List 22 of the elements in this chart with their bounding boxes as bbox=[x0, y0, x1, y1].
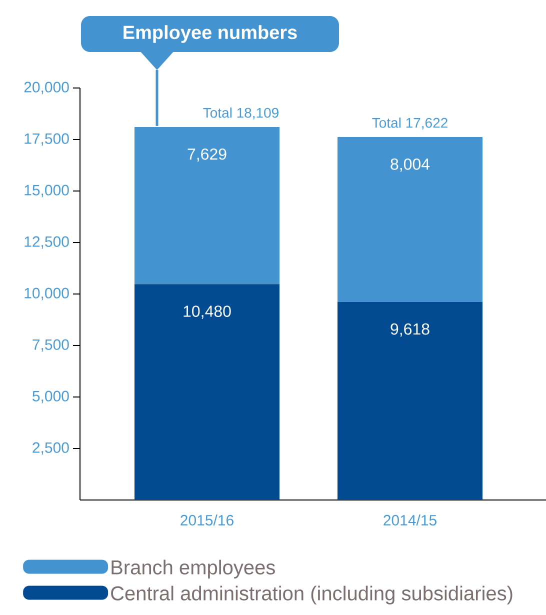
chart-title: Employee numbers bbox=[124, 25, 297, 43]
y-tick-label: 12,500 bbox=[24, 236, 69, 249]
y-tick-label: 15,000 bbox=[24, 184, 69, 198]
y-tick-label: 20,000 bbox=[24, 82, 69, 94]
bar bbox=[134, 284, 280, 500]
data-label: 7,629 bbox=[188, 148, 226, 162]
y-tick-label: 7,500 bbox=[32, 339, 69, 352]
y-tick-label: 2,500 bbox=[32, 442, 69, 455]
legend-label: Branch employees bbox=[112, 560, 275, 578]
total-label: Total 18,109 bbox=[203, 107, 278, 120]
y-tick-label: 17,500 bbox=[24, 133, 69, 146]
bar bbox=[338, 136, 482, 302]
bar bbox=[338, 302, 482, 500]
x-tick-label: 2014/15 bbox=[384, 514, 436, 526]
data-label: 10,480 bbox=[184, 306, 231, 319]
total-label: Total 17,622 bbox=[372, 118, 448, 130]
data-label: 9,618 bbox=[390, 323, 430, 337]
x-tick-label: 2015/16 bbox=[180, 514, 234, 526]
y-tick-label: 10,000 bbox=[24, 288, 69, 300]
data-label: 8,004 bbox=[390, 158, 430, 172]
y-tick-label: 5,000 bbox=[32, 390, 69, 404]
legend-label: Central administration (including subsidiaries) bbox=[111, 586, 512, 604]
